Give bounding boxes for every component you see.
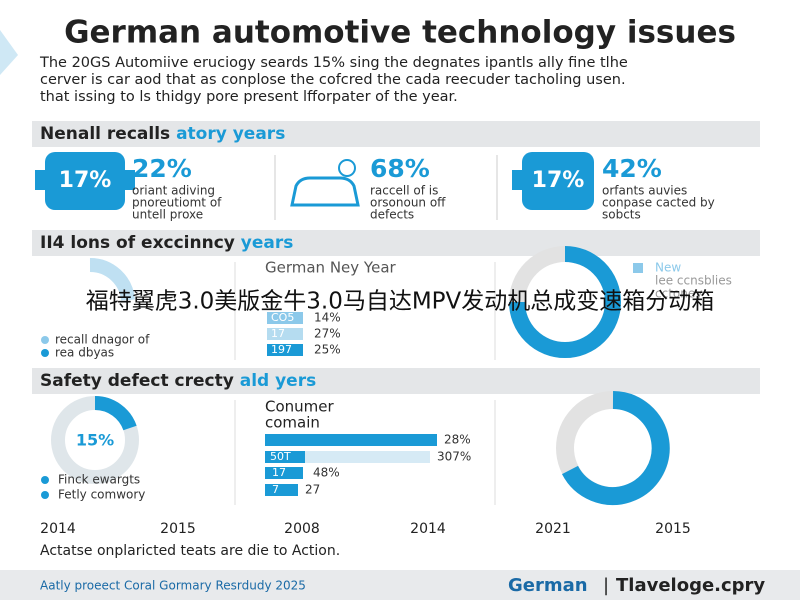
row-tag (267, 312, 303, 324)
row-tag-text: 17 (271, 327, 285, 340)
overlay-text: 福特翼虎3.0美版金牛3.0马自达MPV发动机总成变速箱分动箱 (86, 289, 715, 315)
bar-tag: 7 (272, 483, 279, 496)
legend-dot (41, 336, 49, 344)
legend-text: lee ccnsblies (655, 274, 732, 288)
donut (94, 396, 137, 431)
icon (35, 170, 45, 190)
legend-text: cctoney (655, 287, 702, 301)
footer-text: Aatly proeect Coral Gormary Resrdudy 202… (40, 579, 306, 593)
year: 2014 (40, 521, 76, 537)
donut-label: 15% (76, 431, 114, 450)
row-value: 14% (314, 311, 341, 325)
legend-text: rea dbyas (55, 346, 114, 360)
title: German automotive technology issues (64, 15, 736, 51)
stat-text: untell proxe (132, 208, 203, 222)
legend-dot (41, 491, 49, 499)
footer-bar (0, 570, 800, 600)
legend-text: recall dnagor of (55, 333, 150, 347)
chart-title: comain (265, 414, 320, 432)
year: 2014 (410, 521, 446, 537)
donut (89, 257, 135, 301)
stat-value: 22% (132, 154, 192, 183)
legend-dot (41, 476, 49, 484)
stat-value: 68% (370, 154, 430, 183)
bar-tag: 17 (272, 466, 286, 479)
bar (265, 434, 437, 446)
bar-label: 307% (437, 450, 471, 464)
row-value: 25% (314, 343, 341, 357)
icon (512, 170, 522, 190)
subtitle: that issing to ls thidgy pore present lf… (40, 89, 458, 105)
chart-title: Conumer (265, 398, 335, 416)
footer-separator: | (603, 575, 609, 596)
stat-text: defects (370, 208, 414, 222)
subtitle: The 20GS Automiive eruciogy seards 15% s… (39, 55, 628, 71)
bar-track (265, 451, 430, 463)
legend-text: Fetly comwory (58, 488, 145, 502)
icon-text: 17% (59, 168, 112, 193)
icon (338, 159, 356, 177)
bar-label: 48% (313, 466, 340, 480)
donut (562, 391, 670, 505)
bar (265, 467, 303, 479)
section-heading: Safety defect crecty ald yers (40, 371, 316, 391)
legend-dot (633, 263, 643, 273)
icon-text: 17% (532, 168, 585, 193)
section-heading: II4 lons of exccinncy years (40, 233, 293, 253)
bar-label: 27 (305, 483, 320, 497)
chart-title: German Ney Year (265, 259, 397, 277)
bar (265, 484, 298, 496)
subtitle: cerver is car aod that as conplose the c… (40, 72, 626, 88)
icon (522, 152, 594, 210)
icon (125, 170, 135, 190)
bar-label: 28% (444, 433, 471, 447)
row-tag-text: 197 (271, 343, 292, 356)
stat-text: orfants auvies (602, 184, 687, 198)
legend-text: New (655, 261, 681, 275)
car-icon (290, 176, 360, 207)
row-tag (267, 344, 303, 356)
stat-text: oriant adiving (132, 184, 215, 198)
donut (509, 246, 621, 358)
section-heading: Nenall recalls atory years (40, 124, 285, 144)
footer-text: Tlaveloge.cpry (616, 575, 765, 596)
year: 2021 (535, 521, 571, 537)
section-bar (32, 368, 760, 394)
stat-value: 42% (602, 154, 662, 183)
bar-tag: 50T (270, 450, 291, 463)
legend-dot (41, 349, 49, 357)
section-bar (32, 230, 760, 256)
footnote: Actatse onplaricted teats are die to Act… (40, 543, 340, 559)
corner-shape (0, 30, 18, 75)
row-tag-text: CO5 (271, 311, 294, 324)
footer-brand: German (508, 575, 588, 596)
row-tag (267, 328, 303, 340)
stat-text: raccell of is (370, 184, 438, 198)
legend-text: Finck ewargts (58, 473, 140, 487)
bar (265, 451, 305, 463)
stat-text: sobcts (602, 208, 641, 222)
year: 2015 (655, 521, 691, 537)
section-bar (32, 121, 760, 147)
row-value: 27% (314, 327, 341, 341)
year: 2015 (160, 521, 196, 537)
stat-text: pnoreutiomt of (132, 196, 222, 210)
stat-text: conpase cacted by (602, 196, 715, 210)
icon (45, 152, 125, 210)
year: 2008 (284, 521, 320, 537)
stat-text: orsonoun off (370, 196, 446, 210)
